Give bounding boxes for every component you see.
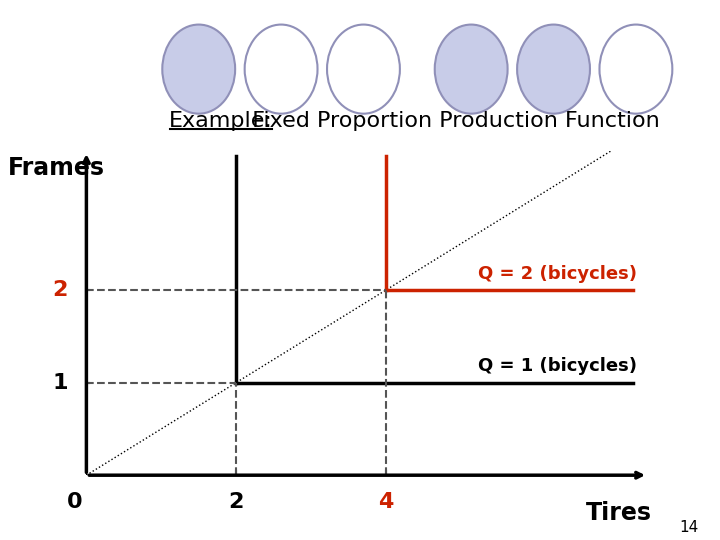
Text: Tires: Tires: [586, 501, 652, 525]
Text: 4: 4: [378, 492, 394, 512]
Text: 0: 0: [68, 492, 83, 512]
Text: 14: 14: [679, 519, 698, 535]
Text: Frames: Frames: [8, 156, 105, 180]
Ellipse shape: [162, 25, 235, 113]
Text: 2: 2: [53, 280, 68, 300]
Text: 1: 1: [52, 373, 68, 393]
Text: Q = 1 (bicycles): Q = 1 (bicycles): [478, 357, 636, 375]
Text: Example:: Example:: [169, 111, 273, 131]
Ellipse shape: [600, 25, 672, 113]
Ellipse shape: [435, 25, 508, 113]
Ellipse shape: [327, 25, 400, 113]
Text: 2: 2: [228, 492, 244, 512]
Ellipse shape: [245, 25, 318, 113]
Text: Q = 2 (bicycles): Q = 2 (bicycles): [478, 265, 636, 282]
Ellipse shape: [517, 25, 590, 113]
Text: Fixed Proportion Production Function: Fixed Proportion Production Function: [238, 111, 660, 131]
